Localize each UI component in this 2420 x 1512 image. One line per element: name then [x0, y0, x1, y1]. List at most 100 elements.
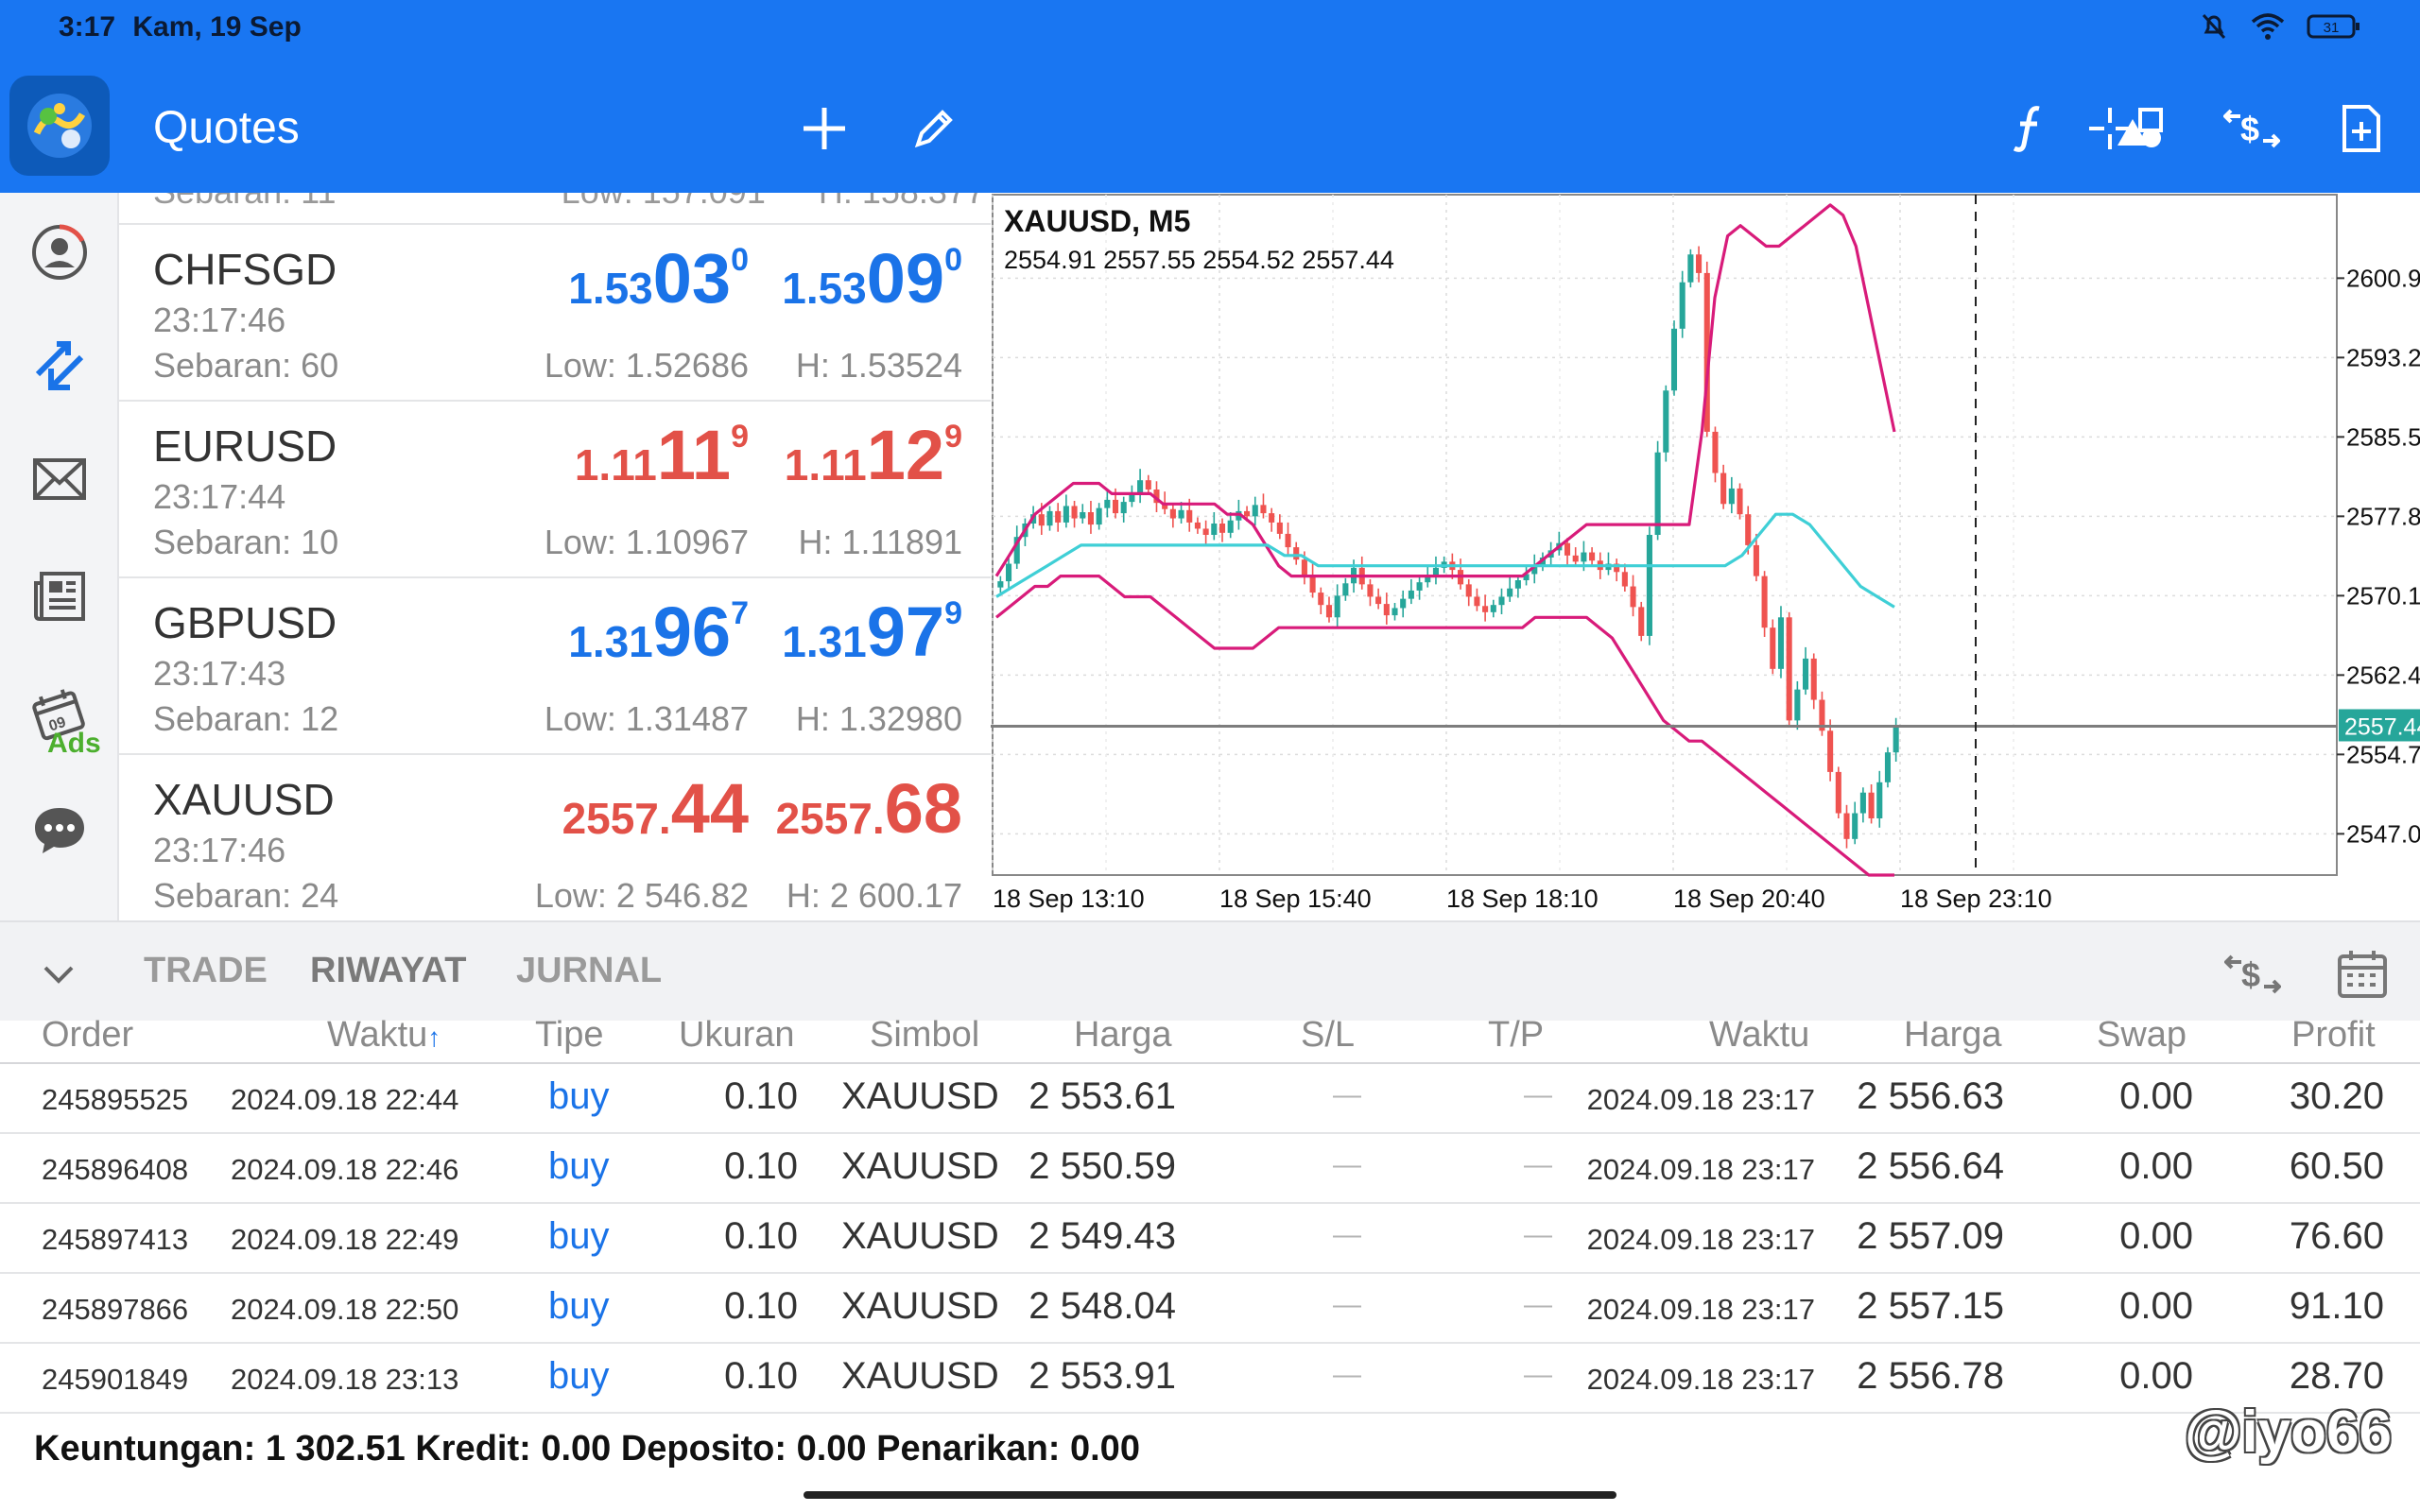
col-open-price[interactable]: Harga [1074, 1015, 1172, 1055]
candle-body [1129, 493, 1135, 503]
trade-button[interactable]: $ [2218, 94, 2286, 163]
quote-row[interactable]: EURUSD 23:17:44 Sebaran: 10 1.11119 1.11… [119, 400, 991, 576]
candle-body [1753, 544, 1759, 576]
candle-body [1186, 509, 1193, 523]
bid-point: 9 [731, 419, 749, 455]
quote-row-partial[interactable]: Sebaran: 11 Low: 157.091 H: 158.377 [153, 193, 985, 229]
tab-journal[interactable]: JURNAL [516, 951, 663, 990]
metatrader-logo[interactable] [9, 76, 110, 176]
quote-row[interactable]: GBPUSD 23:17:43 Sebaran: 12 1.31967 1.31… [119, 576, 991, 753]
table-row[interactable]: 245897413 2024.09.18 22:49 buy 0.10 XAUU… [0, 1204, 2420, 1274]
quote-row[interactable]: CHFSGD 23:17:46 Sebaran: 60 1.53030 1.53… [119, 223, 991, 400]
price-chart[interactable]: 2600.90 2593.20 2585.50 2577.80 2570.10 2562.… [991, 193, 2420, 920]
quote-ask: 1.11129 [785, 419, 962, 506]
candle-body [1803, 658, 1809, 690]
nav-quotes[interactable] [21, 327, 98, 404]
left-navigation: 09 Ads [0, 193, 119, 920]
wifi-icon [2251, 13, 2285, 40]
crosshair-button[interactable] [2076, 94, 2144, 163]
nav-account[interactable] [21, 214, 98, 291]
candle-body [1868, 792, 1875, 818]
quote-time: 23:17:46 [153, 301, 286, 339]
candle-body [1087, 512, 1094, 525]
nav-mail[interactable] [21, 440, 98, 518]
quote-ask: 1.31979 [782, 595, 962, 682]
table-row[interactable]: 245897866 2024.09.18 22:50 buy 0.10 XAUU… [0, 1274, 2420, 1344]
candle-body [1080, 512, 1086, 519]
quotes-list: Sebaran: 11 Low: 157.091 H: 158.377 CHFS… [119, 193, 991, 920]
battery-level: 31 [2324, 20, 2340, 36]
candle-body [1843, 813, 1850, 839]
cell-profit: 76.60 [2289, 1215, 2384, 1257]
bid-pips: 11 [656, 416, 732, 494]
col-open-time[interactable]: Waktu↑ [327, 1015, 441, 1056]
ask-point: 9 [944, 595, 962, 631]
col-order[interactable]: Order [42, 1015, 134, 1055]
cell-size: 0.10 [724, 1285, 798, 1327]
cell-size: 0.10 [724, 1355, 798, 1397]
nav-news[interactable] [21, 558, 98, 635]
table-row[interactable]: 245896408 2024.09.18 22:46 buy 0.10 XAUU… [0, 1134, 2420, 1204]
table-row[interactable]: 245901849 2024.09.18 23:13 buy 0.10 XAUU… [0, 1344, 2420, 1414]
candle-body [1646, 535, 1652, 636]
collapse-chevron-icon[interactable] [38, 953, 79, 994]
cell-sl: — [1333, 1219, 1361, 1250]
candle-body [1178, 509, 1184, 519]
mail-icon [33, 458, 86, 500]
cell-close-time: 2024.09.18 23:17 [1586, 1223, 1815, 1256]
nav-economic-calendar[interactable]: 09 [21, 677, 98, 754]
deposit-button[interactable]: $ [2221, 943, 2284, 1005]
candle-body [1777, 617, 1785, 669]
tab-trade[interactable]: TRADE [144, 951, 268, 990]
quote-low: Low: 157.091 [562, 193, 766, 229]
candle-body [1507, 588, 1513, 597]
col-size[interactable]: Ukuran [679, 1015, 795, 1055]
objects-button[interactable] [2106, 94, 2174, 163]
candle-body [1589, 552, 1596, 561]
indicators-button[interactable] [1996, 94, 2065, 163]
period-button[interactable] [2331, 943, 2394, 1005]
col-tp[interactable]: T/P [1488, 1015, 1545, 1055]
col-type[interactable]: Tipe [535, 1015, 604, 1055]
nav-chat[interactable] [21, 792, 98, 869]
chart-canvas[interactable]: 2600.90 2593.20 2585.50 2577.80 2570.10 2562.… [991, 193, 2420, 920]
candle-body [997, 581, 1004, 588]
bid-pips: 44 [670, 769, 749, 848]
cell-swap: 0.00 [2119, 1145, 2193, 1187]
quote-low: Low: 1.52686 [544, 346, 749, 385]
table-row[interactable]: 245895525 2024.09.18 22:44 buy 0.10 XAUU… [0, 1064, 2420, 1134]
cell-open-time: 2024.09.18 22:50 [231, 1293, 459, 1326]
col-swap[interactable]: Swap [2097, 1015, 2187, 1055]
candle-body [1893, 726, 1899, 753]
edit-button[interactable] [900, 94, 968, 163]
current-price-badge [2339, 709, 2420, 742]
candle-body [1120, 502, 1127, 514]
col-profit[interactable]: Profit [2291, 1015, 2376, 1055]
candle-body [1416, 582, 1423, 591]
home-indicator[interactable] [804, 1491, 1616, 1499]
quote-row[interactable]: XAUUSD 23:17:46 Sebaran: 24 2557.44 2557… [119, 753, 991, 920]
mute-bell-icon [2202, 13, 2226, 40]
candle-body [1096, 507, 1102, 525]
tab-history[interactable]: RIWAYAT [310, 951, 467, 990]
quote-high: H: 1.32980 [795, 699, 962, 738]
col-sl[interactable]: S/L [1301, 1015, 1356, 1055]
battery-icon: 31 [2307, 14, 2360, 39]
bid-point: 7 [731, 595, 749, 631]
ask-point: 9 [944, 419, 962, 455]
dollar-arrows-icon: $ [2224, 954, 2281, 994]
candle-body [1276, 522, 1283, 534]
col-close-price[interactable]: Harga [1904, 1015, 2002, 1055]
svg-text:$: $ [2240, 110, 2259, 148]
candle-body [1137, 480, 1144, 494]
col-symbol[interactable]: Simbol [870, 1015, 980, 1055]
new-order-button[interactable] [2327, 94, 2395, 163]
quote-bid: 1.31967 [568, 595, 749, 682]
cell-open-price: 2 553.61 [1028, 1075, 1176, 1117]
candle-body [1761, 576, 1768, 628]
cell-open-time: 2024.09.18 22:44 [231, 1083, 459, 1116]
quote-high: H: 1.53524 [795, 346, 962, 385]
col-close-time[interactable]: Waktu [1709, 1015, 1810, 1055]
add-symbol-button[interactable] [790, 94, 858, 163]
quote-symbol: CHFSGD [153, 245, 337, 294]
